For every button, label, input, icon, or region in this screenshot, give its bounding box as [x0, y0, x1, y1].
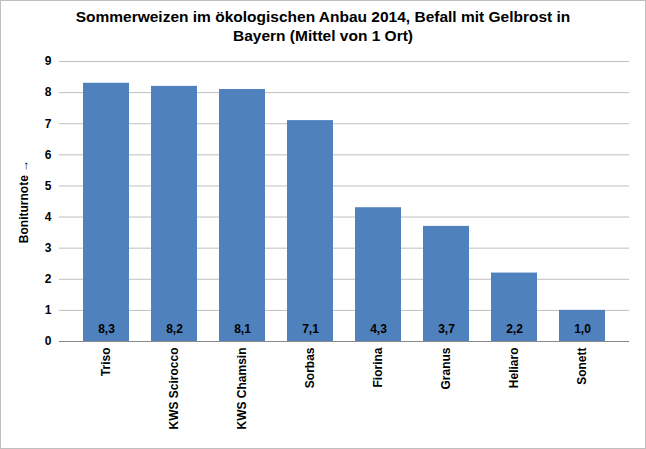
svg-text:3: 3: [45, 241, 52, 255]
svg-text:0: 0: [45, 334, 52, 348]
svg-text:5: 5: [45, 179, 52, 193]
svg-text:1: 1: [45, 303, 52, 317]
svg-text:8,1: 8,1: [234, 322, 251, 336]
svg-text:8,3: 8,3: [98, 322, 115, 336]
svg-text:Sonett: Sonett: [575, 348, 589, 385]
svg-text:Triso: Triso: [99, 348, 113, 377]
svg-text:Fiorina: Fiorina: [371, 347, 385, 387]
svg-text:4,3: 4,3: [370, 322, 387, 336]
svg-text:Boniturnote →: Boniturnote →: [17, 160, 31, 243]
svg-text:4: 4: [45, 210, 52, 224]
svg-text:9: 9: [45, 54, 52, 68]
svg-text:7,1: 7,1: [302, 322, 319, 336]
svg-text:KWS Scirocco: KWS Scirocco: [167, 348, 181, 430]
svg-text:Heliaro: Heliaro: [507, 348, 521, 389]
svg-text:Sorbas: Sorbas: [303, 347, 317, 388]
svg-text:1,0: 1,0: [574, 322, 591, 336]
svg-text:6: 6: [45, 148, 52, 162]
svg-text:2: 2: [45, 272, 52, 286]
svg-text:KWS Chamsin: KWS Chamsin: [235, 348, 249, 430]
html-text:Sommerweizen im ökologischen A: Sommerweizen im ökologischen Anbau 2014,…: [75, 8, 571, 44]
svg-text:8,2: 8,2: [166, 322, 183, 336]
svg-text:3,7: 3,7: [438, 322, 455, 336]
svg-text:7: 7: [45, 117, 52, 131]
svg-text:Granus: Granus: [439, 347, 453, 389]
svg-text:8: 8: [45, 85, 52, 99]
svg-text:2,2: 2,2: [506, 322, 523, 336]
